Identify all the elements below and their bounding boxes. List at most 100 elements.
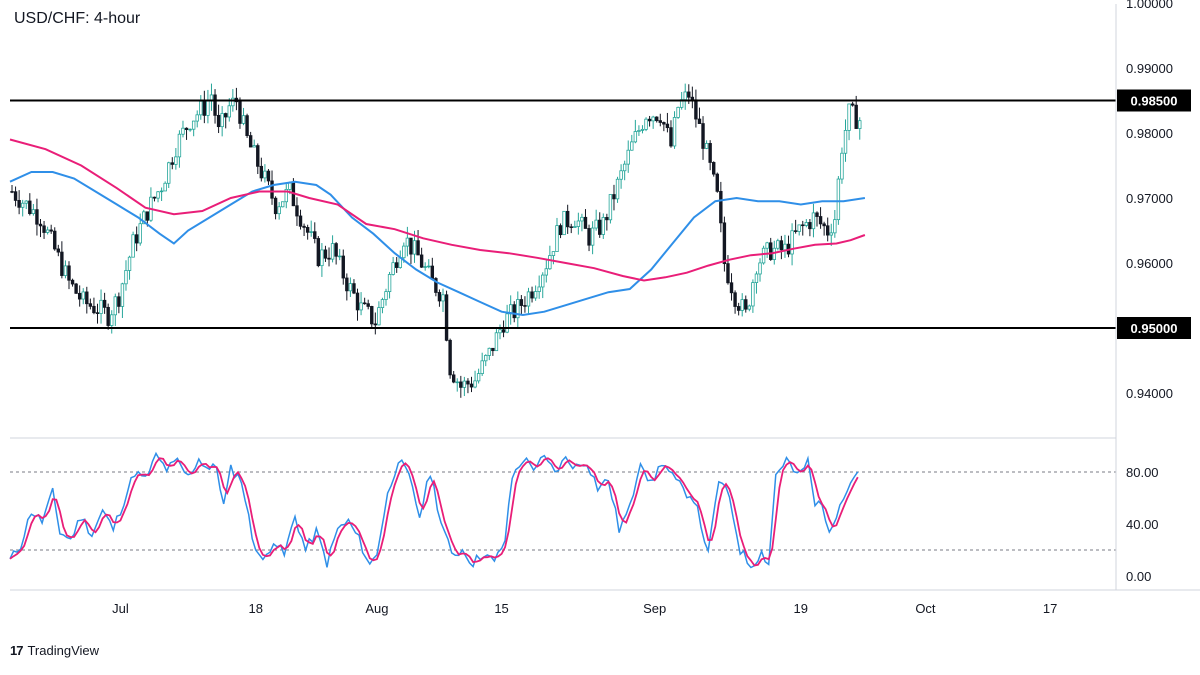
candle <box>512 301 516 323</box>
candle <box>469 376 474 393</box>
candle <box>238 97 242 129</box>
candle-body <box>320 249 324 267</box>
candle-body <box>191 120 196 130</box>
candle-body <box>740 299 744 311</box>
candle <box>248 131 253 148</box>
candle-body <box>480 360 484 374</box>
candle <box>480 352 484 376</box>
candle-body <box>341 255 345 279</box>
candle <box>519 295 524 315</box>
candle-body <box>612 194 616 200</box>
candle <box>491 347 495 356</box>
candle <box>195 110 199 128</box>
candle <box>662 121 666 132</box>
candle <box>722 216 727 272</box>
candle-body <box>843 130 848 154</box>
time-tick-label: 19 <box>794 601 808 616</box>
candle-body <box>719 190 723 224</box>
time-tick-label: Oct <box>915 601 936 616</box>
candle <box>67 261 71 290</box>
candle-body <box>430 265 435 279</box>
candle <box>387 271 392 299</box>
candle <box>380 297 385 314</box>
candle-body <box>605 217 609 221</box>
candle-body <box>302 225 306 228</box>
candle <box>295 197 299 226</box>
candle <box>437 289 442 307</box>
candle-body <box>704 143 709 149</box>
candle <box>747 304 752 312</box>
candle <box>633 119 638 144</box>
candle-body <box>548 255 552 270</box>
candle-body <box>31 209 36 215</box>
candle <box>309 220 313 237</box>
candle-body <box>551 251 556 256</box>
candle-body <box>580 216 584 222</box>
candle <box>779 235 784 260</box>
candle-body <box>776 240 780 249</box>
candle <box>149 187 153 222</box>
candle <box>665 112 670 133</box>
candle-body <box>252 145 256 148</box>
candle <box>740 293 744 317</box>
candle-body <box>833 219 837 234</box>
candle <box>590 221 595 255</box>
candle-body <box>70 279 75 285</box>
candle <box>858 117 862 140</box>
candle <box>348 277 353 297</box>
candle-body <box>487 347 492 356</box>
candle-body <box>405 237 410 247</box>
candle <box>355 288 360 321</box>
candle-body <box>697 118 702 124</box>
candle <box>281 201 285 208</box>
candle-body <box>476 373 481 382</box>
candle-body <box>630 141 634 151</box>
candle-body <box>220 113 224 128</box>
candle <box>152 196 157 202</box>
candle <box>216 104 221 134</box>
candle <box>441 288 445 312</box>
candle-body <box>622 163 627 172</box>
candle-body <box>174 156 178 165</box>
candle <box>551 251 556 265</box>
candle <box>808 218 812 237</box>
candle-body <box>783 243 787 251</box>
candle-body <box>259 165 264 179</box>
candle-body <box>829 232 833 236</box>
candle-body <box>647 118 652 122</box>
candle <box>769 237 773 261</box>
chart-title: USD/CHF: 4-hour <box>14 10 141 27</box>
candle <box>384 288 388 306</box>
candle-body <box>715 173 719 192</box>
candle <box>88 298 93 310</box>
candle <box>790 223 794 266</box>
candle <box>544 260 548 283</box>
candle-body <box>448 339 452 376</box>
candle <box>220 106 224 137</box>
candle <box>558 223 563 239</box>
candle-body <box>473 380 477 388</box>
candle <box>113 293 117 326</box>
candle-body <box>466 380 470 385</box>
candle <box>188 128 192 132</box>
candle <box>423 262 427 271</box>
moving-average-slow-line <box>9 138 866 282</box>
candle <box>562 210 566 236</box>
candle-body <box>662 122 666 125</box>
candle-body <box>387 274 392 292</box>
candle <box>38 218 43 238</box>
candle <box>430 257 435 279</box>
candle-body <box>758 262 762 275</box>
candle <box>156 191 160 203</box>
candle <box>523 296 527 313</box>
candle <box>270 170 274 205</box>
candle-body <box>167 162 171 184</box>
candle <box>345 273 349 301</box>
candle-body <box>626 149 630 165</box>
candle-body <box>744 299 748 310</box>
candle <box>305 224 310 240</box>
candle <box>541 272 545 299</box>
tradingview-brand[interactable]: 17 TradingView <box>10 643 99 658</box>
candle-body <box>437 292 442 302</box>
